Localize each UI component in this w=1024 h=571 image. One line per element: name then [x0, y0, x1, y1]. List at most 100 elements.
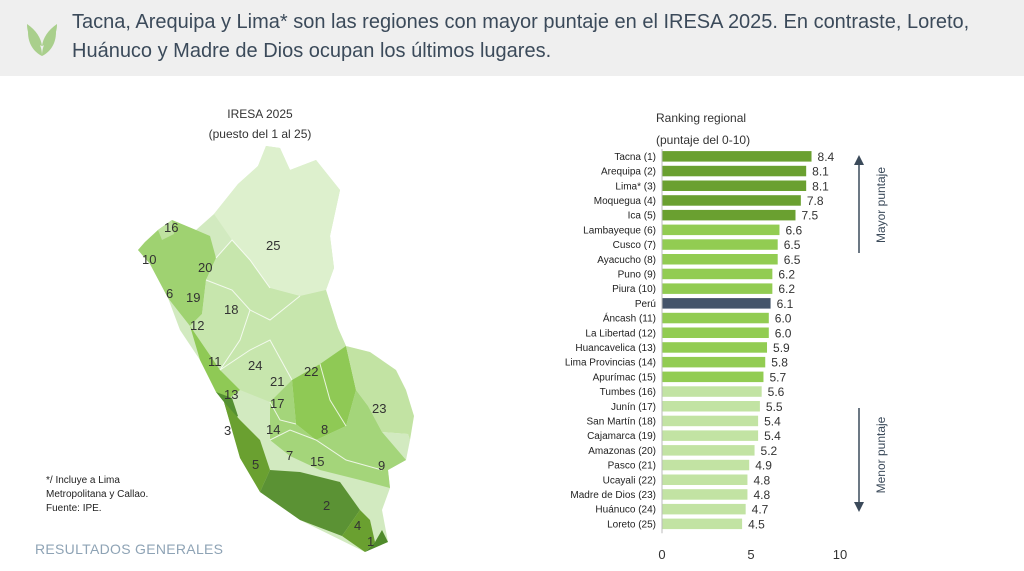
- value-label: 5.5: [766, 400, 783, 414]
- category-label: Madre de Dios (23): [570, 490, 656, 501]
- map-region-central: [190, 240, 346, 402]
- bar: [662, 415, 759, 427]
- value-label: 8.1: [812, 165, 829, 179]
- bar: [662, 327, 769, 338]
- map-rank-label: 25: [266, 238, 280, 253]
- value-label: 5.9: [773, 341, 790, 355]
- value-label: 6.2: [778, 282, 795, 296]
- map-rank-label: 20: [198, 260, 212, 275]
- map-rank-label: 6: [166, 286, 173, 301]
- bar: [662, 342, 768, 353]
- x-tick-label: 0: [658, 547, 665, 560]
- category-label: Apurímac (15): [593, 372, 656, 383]
- bar: [662, 195, 801, 206]
- category-label: Huancavelica (13): [575, 343, 656, 354]
- category-label: Ica (5): [628, 211, 656, 222]
- bar: [662, 268, 773, 280]
- section-label: RESULTADOS GENERALES: [35, 541, 224, 557]
- value-label: 6.1: [777, 297, 794, 311]
- map-rank-label: 19: [186, 290, 200, 305]
- category-label: Lima Provincias (14): [565, 358, 656, 369]
- bar: [662, 254, 778, 265]
- category-label: Perú: [635, 299, 656, 310]
- value-label: 6.5: [784, 238, 801, 252]
- category-label: Cajamarca (19): [587, 431, 656, 442]
- arrow-down-icon: [854, 408, 864, 512]
- value-label: 5.8: [771, 356, 788, 370]
- map-rank-label: 18: [224, 302, 238, 317]
- leaf-icon: [27, 24, 57, 56]
- map-rank-label: 23: [372, 401, 386, 416]
- map-title-text: IRESA 2025: [227, 107, 293, 121]
- value-label: 4.8: [753, 488, 770, 502]
- bar: [662, 445, 755, 456]
- map-rank-label: 2: [323, 498, 330, 513]
- map-rank-label: 3: [224, 423, 231, 438]
- bar: [662, 371, 764, 383]
- value-label: 5.2: [761, 444, 778, 458]
- bar: [662, 459, 750, 471]
- bar: [662, 489, 748, 500]
- map-region-nw: [138, 220, 216, 326]
- value-label: 4.9: [755, 459, 772, 473]
- map-rank-label: 10: [142, 252, 156, 267]
- category-label: Junín (17): [611, 402, 656, 413]
- arrow-up-icon: [854, 155, 864, 253]
- map-region-coast-center: [190, 326, 240, 402]
- bar: [662, 430, 759, 441]
- category-label: Arequipa (2): [601, 167, 656, 178]
- bar: [662, 180, 807, 191]
- category-label: Moquegua (4): [594, 196, 656, 207]
- chart-title-text: Ranking regional: [656, 111, 747, 125]
- map-rank-label: 22: [304, 364, 318, 379]
- bar: [662, 503, 746, 515]
- map-region-south-inland: [270, 380, 406, 488]
- category-label: Puno (9): [618, 269, 656, 280]
- category-label: La Libertad (12): [585, 328, 656, 339]
- value-label: 7.5: [802, 209, 819, 223]
- map-region-moquegua: [342, 510, 375, 552]
- x-tick-label: 10: [833, 547, 847, 560]
- bar: [662, 209, 796, 221]
- headline: Tacna, Arequipa y Lima* son las regiones…: [72, 11, 970, 62]
- category-label: San Martín (18): [587, 416, 656, 427]
- x-tick-label: 5: [747, 547, 754, 560]
- bar: [662, 386, 762, 397]
- bar: [662, 474, 748, 485]
- bar: [662, 283, 773, 294]
- map-rank-label: 9: [378, 458, 385, 473]
- value-label: 6.0: [775, 326, 792, 340]
- category-label: Tacna (1): [614, 152, 656, 163]
- side-label-top: Mayor puntaje: [874, 166, 888, 244]
- map-rank-label: 15: [310, 454, 324, 469]
- map-region-ica: [224, 402, 270, 492]
- map-rank-label: 8: [321, 422, 328, 437]
- map-title: IRESA 2025 (puesto del 1 al 25): [180, 104, 340, 144]
- category-label: Tumbes (16): [600, 387, 656, 398]
- value-label: 8.1: [812, 179, 829, 193]
- map-rank-label: 11: [208, 354, 222, 369]
- map-rank-label: 1: [367, 534, 374, 549]
- category-label: Lambayeque (6): [583, 225, 656, 236]
- value-label: 5.7: [769, 370, 786, 384]
- map-region-tumbes: [158, 220, 174, 240]
- value-label: 5.4: [764, 414, 781, 428]
- bar: [662, 312, 769, 324]
- bar: [662, 518, 743, 530]
- footnote-line-1: */ Incluye a Lima: [46, 475, 120, 486]
- map-region-loreto: [214, 146, 340, 296]
- bar: [662, 356, 766, 368]
- ranking-bar-chart: Tacna (1) 8.4 Arequipa (2) 8.1 Lima* (3) 8.1 M…: [565, 149, 847, 560]
- chart-subtitle-text: (puntaje del 0-10): [656, 133, 751, 147]
- bar: [662, 239, 778, 250]
- value-label: 6.5: [784, 253, 801, 267]
- value-label: 4.7: [752, 503, 769, 517]
- map-rank-label: 14: [266, 422, 280, 437]
- map-rank-label: 24: [248, 358, 262, 373]
- footnote-line-2: Metropolitana y Callao.: [46, 489, 149, 500]
- map-boundaries: [205, 239, 383, 471]
- category-label: Lima* (3): [615, 181, 656, 192]
- map-rank-label: 21: [270, 374, 284, 389]
